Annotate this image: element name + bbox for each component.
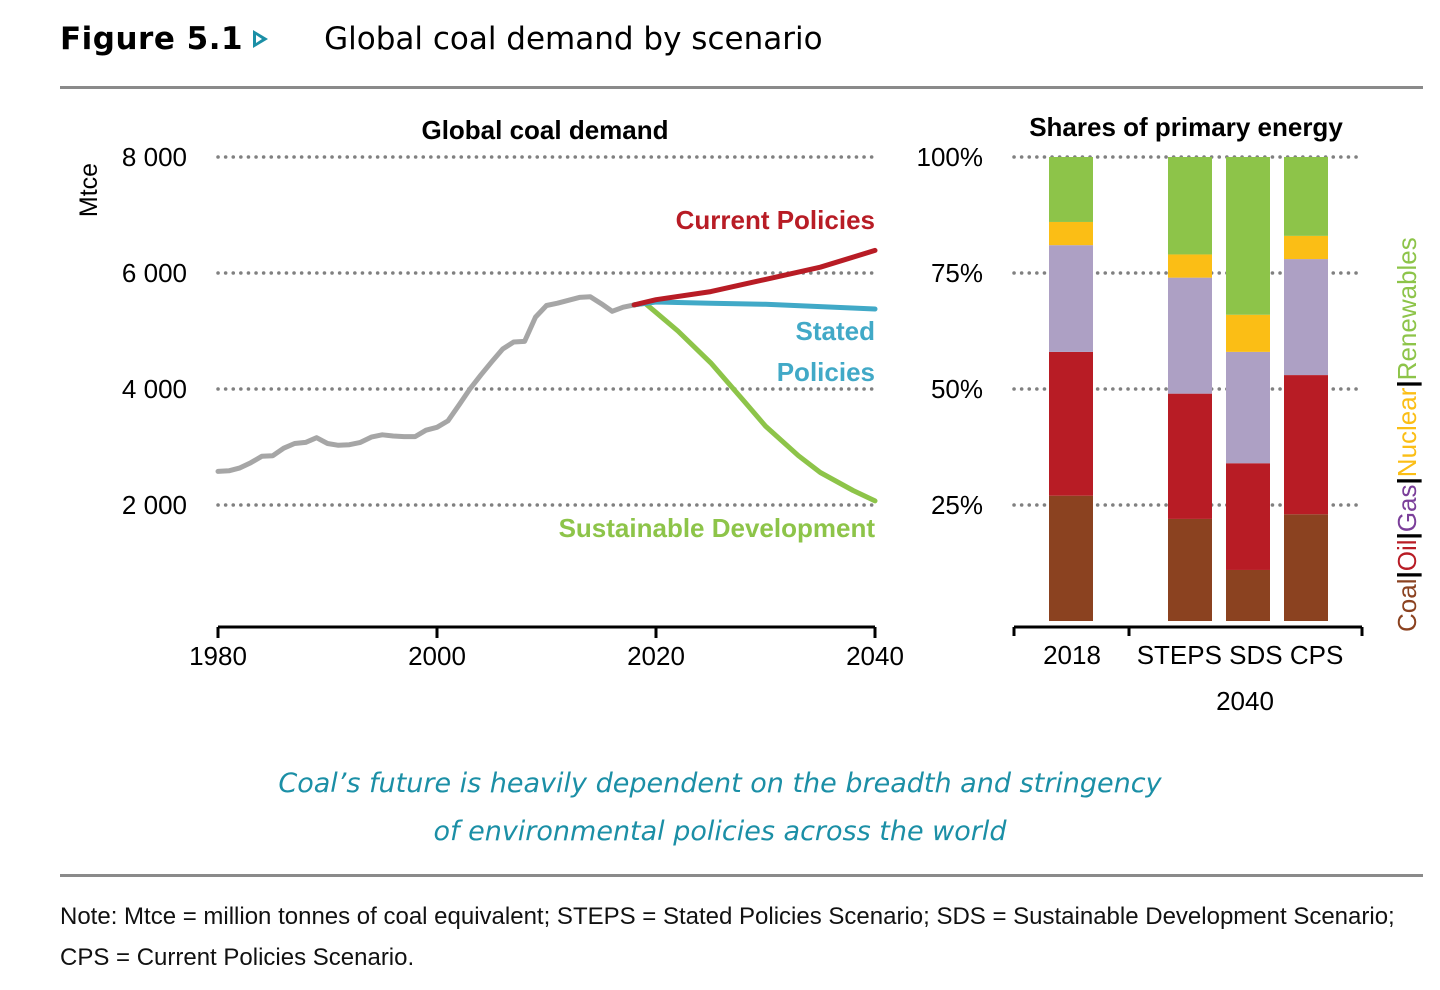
bar-segment-cps-gas <box>1284 259 1328 376</box>
figure-header: Figure 5.1 Global coal demand by scenari… <box>60 14 823 64</box>
bottom-divider <box>60 874 1423 877</box>
legend-item-coal: Coal <box>1392 579 1422 632</box>
figure-caption: Coal’s future is heavily dependent on th… <box>0 760 1440 856</box>
figure-charts: Global coal demand Mtce 2 000 4 000 6 000 8 0… <box>75 112 1423 716</box>
bar-segment-2018-oil <box>1049 351 1093 496</box>
legend-item-gas: Gas <box>1392 484 1422 532</box>
series-label-stated-policies-line1: Stated <box>796 316 875 346</box>
series-label-stated-policies-line2: Policies <box>777 357 875 387</box>
legend-separator: | <box>1392 477 1422 484</box>
bar-segment-cps-oil <box>1284 375 1328 515</box>
series-label-current-policies: Current Policies <box>676 205 875 235</box>
y-tick-label: 2 000 <box>122 490 187 520</box>
y-tick-label: 8 000 <box>122 142 187 172</box>
bar-segment-sds-coal <box>1226 569 1270 621</box>
bar-segment-cps-renewables <box>1284 157 1328 236</box>
series-line-stated-policies <box>631 299 878 312</box>
x-group-label-2040: 2040 <box>1216 686 1274 716</box>
x-tick-label: 2040 <box>846 641 904 671</box>
y-tick-label: 100% <box>917 142 984 172</box>
bar-segment-sds-gas <box>1226 351 1270 464</box>
y-tick-label: 75% <box>931 258 983 288</box>
bar-segment-sds-nuclear <box>1226 314 1270 352</box>
bar-segment-2018-coal <box>1049 495 1093 621</box>
bar-segment-steps-gas <box>1168 277 1212 394</box>
legend-item-oil: Oil <box>1392 539 1422 571</box>
bar-segment-steps-renewables <box>1168 157 1212 255</box>
figure-number: Figure 5.1 <box>60 21 244 57</box>
bar-segment-steps-coal <box>1168 518 1212 621</box>
series-line-historical <box>215 294 637 474</box>
legend-item-renewables: Renewables <box>1392 237 1422 380</box>
bar-segment-2018-gas <box>1049 245 1093 352</box>
bar-segment-sds-renewables <box>1226 157 1270 315</box>
legend-separator: | <box>1392 571 1422 578</box>
y-tick-label: 4 000 <box>122 374 187 404</box>
series-line-current-policies <box>631 247 878 308</box>
bar-chart-title: Shares of primary energy <box>1029 112 1343 142</box>
legend-separator: | <box>1392 380 1422 387</box>
figure-title: Global coal demand by scenario <box>324 21 823 57</box>
legend: Coal|Oil|Gas|Nuclear|Renewables <box>1392 237 1422 632</box>
line-chart-global-coal-demand: Global coal demand Mtce 2 000 4 000 6 000 8 0… <box>75 115 904 671</box>
bar-segment-2018-nuclear <box>1049 221 1093 246</box>
legend-item-nuclear: Nuclear <box>1392 387 1422 477</box>
bar-segment-2018-renewables <box>1049 157 1093 222</box>
caption-line-1: Coal’s future is heavily dependent on th… <box>278 768 1162 799</box>
bar-chart-shares-primary-energy: Shares of primary energy 25% 50% 75% 100% 201… <box>917 112 1423 716</box>
line-chart-title: Global coal demand <box>421 115 668 145</box>
bar-segment-steps-oil <box>1168 393 1212 519</box>
figure-note: Note: Mtce = million tonnes of coal equi… <box>60 903 1395 971</box>
play-arrow-icon <box>253 30 269 48</box>
top-divider <box>60 86 1423 89</box>
x-tick-label: 1980 <box>189 641 247 671</box>
series-line-sustainable-development <box>631 300 878 504</box>
caption-line-2: of environmental policies across the wor… <box>433 816 1007 847</box>
y-axis-label: Mtce <box>75 163 103 217</box>
y-tick-label: 50% <box>931 374 983 404</box>
legend-separator: | <box>1392 532 1422 539</box>
x-tick-label-2018: 2018 <box>1043 640 1101 670</box>
bar-segment-cps-nuclear <box>1284 235 1328 260</box>
bar-segment-cps-coal <box>1284 514 1328 621</box>
x-tick-label-scenarios: STEPS SDS CPS <box>1137 640 1344 670</box>
series-label-sustainable-development: Sustainable Development <box>559 513 876 543</box>
y-tick-label: 25% <box>931 490 983 520</box>
bar-segment-sds-oil <box>1226 463 1270 570</box>
x-tick-label: 2020 <box>627 641 685 671</box>
x-tick-label: 2000 <box>408 641 466 671</box>
bar-segment-steps-nuclear <box>1168 254 1212 278</box>
y-tick-label: 6 000 <box>122 258 187 288</box>
